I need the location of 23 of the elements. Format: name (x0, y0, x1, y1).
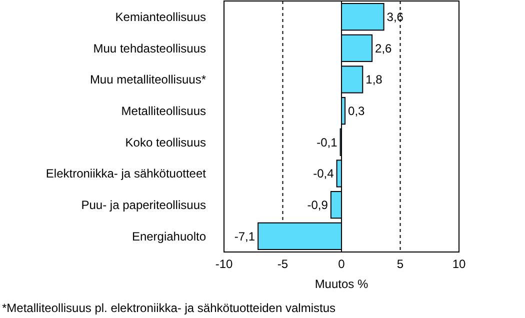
x-tick-label: -10 (215, 257, 233, 271)
data-label: 3,6 (386, 10, 404, 24)
x-tick-label: 5 (396, 257, 404, 271)
data-label: 2,6 (375, 41, 392, 56)
x-tick-label: 0 (338, 257, 346, 271)
data-label: 0,3 (348, 104, 366, 118)
y-tick-label: Kemianteollisuus (115, 10, 206, 24)
y-tick-label: Muu tehdasteollisuus (93, 41, 206, 56)
y-tick-label: Metalliteollisuus (121, 104, 206, 118)
x-tick-label: -5 (277, 257, 288, 271)
data-label: -0,4 (313, 166, 334, 181)
x-tick-label: 10 (452, 257, 466, 271)
y-tick-label: Koko teollisuus (125, 135, 206, 150)
y-tick-label: Puu- ja paperiteollisuus (81, 198, 206, 212)
y-tick-label: Elektroniikka- ja sähkötuotteet (46, 166, 207, 181)
x-axis-title: Muutos % (314, 277, 369, 291)
text: *Metalliteollisuus pl. elektroniikka- ja sähkötuotteiden valmistus (2, 301, 336, 315)
data-label: -7,1 (234, 229, 256, 244)
y-tick-label: Muu metalliteollisuus* (90, 72, 206, 87)
y-tick-label: Energiahuolto (132, 229, 206, 244)
data-label: 1,8 (366, 72, 383, 87)
data-label: -0,9 (307, 198, 328, 212)
data-label: -0,1 (316, 135, 338, 150)
